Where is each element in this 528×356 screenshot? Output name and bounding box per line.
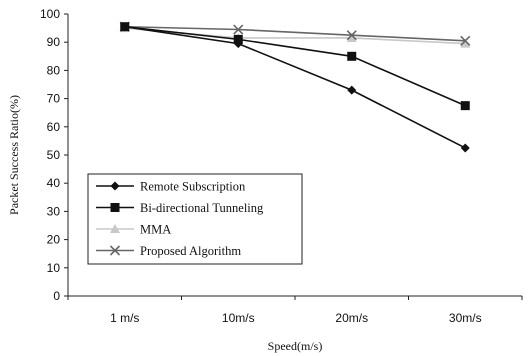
x-tick-label: 10m/s xyxy=(222,311,255,325)
series-line xyxy=(124,25,466,42)
y-tick-label: 10 xyxy=(47,261,61,275)
data-point xyxy=(120,22,130,32)
y-tick-label: 100 xyxy=(40,7,60,21)
x-marker-stroke xyxy=(233,24,244,35)
data-point xyxy=(460,38,471,48)
x-tick-label: 1 m/s xyxy=(110,311,139,325)
series-mma xyxy=(119,23,471,48)
legend: Remote Subscription Bi-directional Tunnel… xyxy=(87,173,303,265)
x-marker-stroke xyxy=(109,245,121,256)
x-marker-stroke xyxy=(460,35,471,46)
x-ticks: 1 m/s 10m/s 20m/s 30m/s xyxy=(67,296,523,325)
legend-item: Bi-directional Tunneling xyxy=(96,201,264,215)
data-point xyxy=(460,143,470,153)
x-tick-label: 30m/s xyxy=(449,311,482,325)
series-line xyxy=(124,25,466,149)
y-tick-label: 20 xyxy=(47,233,61,247)
legend-item: Remote Subscription xyxy=(96,180,246,194)
y-ticks: 0 10 20 30 40 50 60 70 80 90 100 xyxy=(40,7,68,303)
legend-label: Remote Subscription xyxy=(140,180,246,194)
legend-marker xyxy=(109,245,121,256)
data-point xyxy=(460,101,470,111)
legend-box xyxy=(87,173,303,265)
legend-item: Proposed Algorithm xyxy=(96,244,241,258)
y-tick-label: 40 xyxy=(47,176,61,190)
data-point xyxy=(347,85,357,95)
series-line xyxy=(124,25,466,107)
x-marker-stroke xyxy=(346,30,357,41)
data-point xyxy=(460,35,471,46)
y-tick-label: 80 xyxy=(47,63,61,77)
y-tick-label: 0 xyxy=(53,289,60,303)
y-tick-label: 60 xyxy=(47,120,61,134)
series-group xyxy=(119,21,471,153)
y-tick-label: 70 xyxy=(47,92,61,106)
data-point xyxy=(346,30,357,41)
data-point xyxy=(233,24,244,35)
legend-marker xyxy=(110,224,120,233)
legend-label: Bi-directional Tunneling xyxy=(140,201,264,215)
legend-marker xyxy=(110,203,120,212)
data-point xyxy=(346,32,357,42)
series-remote-subscription xyxy=(120,22,470,153)
x-tick-label: 20m/s xyxy=(335,311,368,325)
y-tick-label: 90 xyxy=(47,35,61,49)
data-point xyxy=(347,51,357,61)
x-axis-label: Speed(m/s) xyxy=(268,339,323,353)
legend-marker xyxy=(110,181,120,191)
legend-label: MMA xyxy=(140,223,171,237)
y-tick-label: 30 xyxy=(47,204,61,218)
legend-label: Proposed Algorithm xyxy=(140,244,241,258)
data-point xyxy=(233,39,243,49)
legend-item: MMA xyxy=(96,223,171,237)
series-line xyxy=(124,27,466,45)
y-axis-label: Packet Success Ratio(%) xyxy=(7,95,21,215)
y-tick-label: 50 xyxy=(47,148,61,162)
